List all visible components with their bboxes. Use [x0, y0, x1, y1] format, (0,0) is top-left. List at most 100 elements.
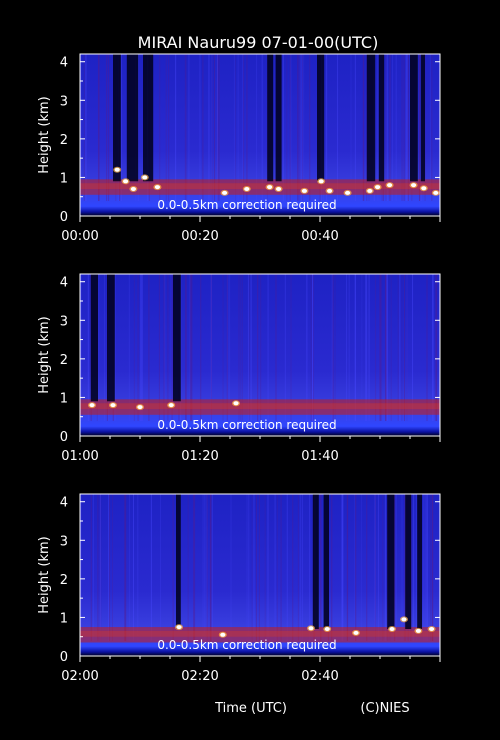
- noise-streak: [299, 494, 301, 641]
- noise-streak: [248, 494, 250, 641]
- aerosol-core: [80, 630, 440, 637]
- cloud-return: [318, 179, 324, 184]
- correction-note: 0.0-0.5km correction required: [157, 638, 336, 652]
- noise-streak: [210, 274, 212, 421]
- noise-streak: [255, 494, 257, 641]
- noise-streak: [141, 274, 143, 421]
- noise-streak: [202, 494, 204, 641]
- noise-streak: [334, 274, 336, 421]
- cloud-return: [244, 187, 250, 191]
- noise-streak: [163, 274, 165, 421]
- noise-streak: [206, 494, 208, 641]
- noise-streak: [405, 54, 407, 201]
- panels: 0.0-0.5km correction required 0 1 2 3 4 Height…: [37, 53, 441, 684]
- noise-streak: [276, 494, 278, 641]
- y-axis-label: Height (km): [37, 96, 52, 173]
- noise-streak: [326, 54, 328, 201]
- noise-streak: [108, 494, 110, 641]
- attenuation-column: [323, 494, 329, 629]
- attenuation-column: [387, 494, 395, 629]
- noise-streak: [412, 274, 414, 421]
- noise-streak: [274, 494, 276, 641]
- noise-streak: [253, 494, 255, 641]
- noise-streak: [124, 494, 126, 641]
- noise-streak: [401, 494, 403, 641]
- noise-streak: [409, 54, 411, 201]
- noise-streak: [347, 494, 349, 641]
- noise-streak: [426, 494, 428, 641]
- noise-streak: [108, 54, 110, 201]
- noise-streak: [171, 274, 173, 421]
- noise-streak: [172, 494, 174, 641]
- attenuation-column: [378, 54, 385, 182]
- noise-streak: [435, 274, 437, 421]
- noise-streak: [332, 274, 334, 421]
- noise-streak: [129, 494, 131, 641]
- y-tick-label: 4: [60, 276, 68, 291]
- noise-streak: [97, 494, 99, 641]
- noise-streak: [199, 54, 201, 201]
- noise-streak: [262, 54, 264, 201]
- noise-streak: [399, 274, 401, 421]
- attenuation-column: [417, 494, 422, 629]
- noise-streak: [301, 494, 303, 641]
- cloud-return: [220, 632, 226, 637]
- noise-streak: [165, 54, 167, 201]
- noise-streak: [284, 274, 286, 421]
- noise-streak: [168, 54, 170, 201]
- y-tick-label: 2: [60, 353, 68, 368]
- noise-streak: [348, 274, 350, 421]
- noise-streak: [431, 274, 433, 421]
- noise-streak: [361, 494, 363, 641]
- noise-streak: [301, 54, 303, 201]
- noise-streak: [247, 274, 249, 421]
- noise-streak: [238, 274, 240, 421]
- y-tick-label: 3: [60, 94, 68, 109]
- noise-streak: [137, 274, 139, 421]
- cloud-return: [168, 403, 174, 408]
- attenuation-column: [410, 54, 418, 182]
- noise-streak: [218, 54, 220, 201]
- noise-streak: [137, 54, 139, 201]
- cloud-return: [411, 183, 417, 188]
- y-tick-label: 4: [60, 56, 68, 71]
- noise-streak: [377, 494, 379, 641]
- noise-streak: [309, 54, 311, 201]
- noise-streak: [432, 494, 434, 641]
- noise-streak: [401, 274, 403, 421]
- noise-streak: [320, 494, 322, 641]
- noise-streak: [312, 274, 314, 421]
- noise-streak: [395, 494, 397, 641]
- cloud-return: [389, 627, 395, 631]
- y-tick-label: 1: [60, 611, 68, 626]
- noise-streak: [354, 274, 356, 421]
- noise-streak: [206, 494, 208, 641]
- noise-streak: [85, 54, 87, 201]
- noise-streak: [242, 54, 244, 201]
- y-tick-label: 1: [60, 391, 68, 406]
- noise-streak: [222, 274, 224, 421]
- noise-streak: [290, 54, 292, 201]
- panel-hour-00: 0.0-0.5km correction required 0 1 2 3 4 Height…: [37, 53, 441, 244]
- noise-streak: [275, 274, 277, 421]
- y-axis-label: Height (km): [37, 536, 52, 613]
- panel-hour-02: 0.0-0.5km correction required 0 1 2 3 4 Height…: [37, 493, 441, 684]
- noise-streak: [382, 494, 384, 641]
- noise-streak: [246, 494, 248, 641]
- noise-streak: [413, 494, 415, 641]
- noise-streak: [384, 494, 386, 641]
- y-tick-label: 0: [60, 430, 68, 445]
- noise-streak: [159, 54, 161, 201]
- x-tick-label: 00:40: [301, 229, 338, 244]
- noise-streak: [346, 494, 348, 641]
- noise-streak: [337, 54, 339, 201]
- cloud-return: [142, 175, 148, 180]
- noise-streak: [365, 274, 367, 421]
- noise-streak: [386, 274, 388, 421]
- noise-streak: [230, 494, 232, 641]
- noise-streak: [312, 274, 314, 421]
- attenuation-column: [312, 494, 319, 629]
- noise-streak: [252, 494, 254, 641]
- noise-streak: [403, 54, 405, 201]
- attenuation-column: [267, 54, 274, 182]
